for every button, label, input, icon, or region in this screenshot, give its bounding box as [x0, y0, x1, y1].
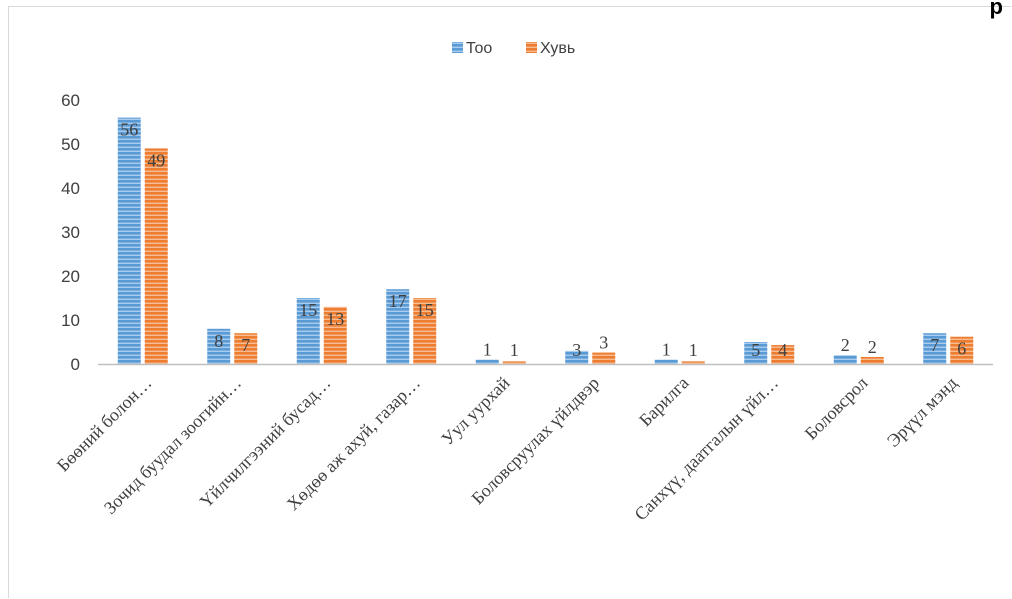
bar-too	[475, 359, 499, 364]
y-tick-label: 0	[71, 355, 80, 374]
data-label: 7	[930, 335, 939, 355]
x-category-label: Бөөний болон…	[53, 373, 156, 476]
bar-khuv	[681, 361, 705, 364]
y-tick-label: 30	[61, 223, 80, 242]
bar-too	[565, 350, 589, 364]
bar-too	[744, 342, 768, 364]
bar-khuv	[771, 345, 795, 364]
data-label: 7	[241, 335, 250, 355]
legend: Тоо Хувь	[452, 40, 575, 57]
bar-too	[654, 359, 678, 364]
x-category-label: Барилга	[635, 373, 693, 431]
legend-label: Тоо	[466, 40, 492, 57]
data-label: 3	[572, 340, 581, 360]
data-label: 15	[416, 300, 434, 320]
y-axis: 0 10 20 30 40 50 60	[61, 91, 80, 374]
data-label: 5	[751, 340, 760, 360]
data-label: 1	[510, 340, 519, 360]
legend-swatch	[452, 42, 463, 53]
bar-too	[833, 355, 857, 364]
bar-too	[296, 298, 320, 364]
x-category-label: Боловсрол	[801, 373, 872, 444]
y-tick-label: 40	[61, 179, 80, 198]
x-category-label: Санхүү, даатгалын үйл…	[630, 373, 782, 525]
data-label: 1	[483, 340, 492, 360]
bar-khuv	[144, 148, 168, 364]
bar-too	[117, 117, 141, 364]
legend-swatch	[526, 42, 537, 53]
data-label: 8	[214, 331, 223, 351]
legend-label: Хувь	[540, 40, 575, 57]
x-category-label: Уул уурхай	[437, 372, 514, 449]
data-label: 3	[599, 333, 608, 353]
bar-khuv	[592, 352, 616, 364]
data-label: 6	[957, 339, 966, 359]
y-tick-label: 60	[61, 91, 80, 110]
data-label: 2	[868, 337, 877, 357]
data-label: 4	[778, 340, 787, 360]
chart-frame	[8, 6, 1011, 598]
bar-khuv	[234, 333, 258, 364]
bar-khuv	[413, 298, 437, 364]
bar-too	[207, 328, 231, 364]
data-label: 56	[120, 120, 138, 140]
bar-khuv	[950, 336, 974, 364]
bar-khuv	[502, 361, 526, 364]
data-label: 49	[147, 150, 165, 170]
data-label: 15	[299, 300, 317, 320]
bar-too	[923, 333, 947, 364]
x-axis: Бөөний болон…Зочид буудал зоогийн…Үйлчил…	[53, 372, 961, 524]
y-tick-label: 50	[61, 135, 80, 154]
y-tick-label: 10	[61, 311, 80, 330]
data-label: 1	[662, 340, 671, 360]
bar-khuv	[860, 356, 884, 364]
data-label: 1	[689, 340, 698, 360]
data-label: 17	[389, 291, 407, 311]
bar-too	[386, 289, 410, 364]
x-category-label: Эрүүл мэнд	[883, 373, 961, 451]
header-fragment: р	[990, 0, 1003, 19]
y-tick-label: 20	[61, 267, 80, 286]
bars	[117, 117, 974, 364]
bar-khuv	[323, 306, 347, 364]
data-label: 2	[841, 335, 850, 355]
data-label: 13	[326, 309, 344, 329]
